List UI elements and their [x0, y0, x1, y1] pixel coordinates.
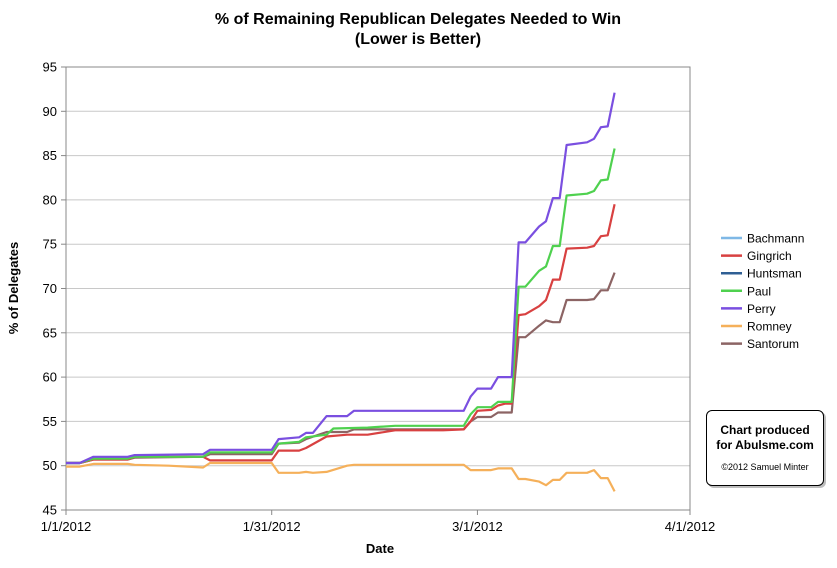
y-tick-label: 95 — [43, 60, 57, 75]
legend-label-santorum: Santorum — [747, 337, 799, 351]
x-axis-ticks: 1/1/2012 1/31/2012 3/1/2012 4/1/2012 — [41, 510, 716, 534]
y-tick-label: 65 — [43, 325, 57, 340]
series-line-paul — [66, 148, 616, 465]
y-tick-label: 80 — [43, 192, 57, 207]
series-lines — [66, 92, 616, 492]
credit-copyright: ©2012 Samuel Minter — [721, 462, 809, 472]
x-tick-label: 3/1/2012 — [452, 519, 503, 534]
chart-subtitle: (Lower is Better) — [355, 31, 481, 48]
series-line-romney — [66, 461, 616, 492]
legend-label-gingrich: Gingrich — [747, 249, 792, 263]
y-tick-label: 85 — [43, 148, 57, 163]
legend-label-perry: Perry — [747, 302, 776, 316]
x-tick-label: 1/1/2012 — [41, 519, 92, 534]
legend-label-romney: Romney — [747, 320, 792, 334]
x-tick-label: 1/31/2012 — [243, 519, 301, 534]
y-axis-ticks: 45 50 55 60 65 70 75 80 85 90 95 — [43, 60, 66, 518]
series-line-gingrich — [66, 204, 616, 465]
y-tick-label: 45 — [43, 503, 57, 518]
grid — [66, 110, 690, 467]
y-axis-title: % of Delegates — [6, 242, 21, 334]
y-tick-label: 60 — [43, 370, 57, 385]
legend-label-paul: Paul — [747, 284, 771, 298]
x-tick-label: 4/1/2012 — [665, 519, 716, 534]
credit-box: Chart produced for Abulsme.com ©2012 Sam… — [706, 410, 824, 486]
y-tick-label: 90 — [43, 104, 57, 119]
y-tick-label: 70 — [43, 281, 57, 296]
x-axis-title: Date — [366, 541, 394, 556]
legend: Bachmann Gingrich Huntsman Paul Perry Romney S… — [721, 232, 804, 351]
y-tick-label: 50 — [43, 458, 57, 473]
chart-title: % of Remaining Republican Delegates Need… — [215, 11, 621, 28]
legend-label-bachmann: Bachmann — [747, 232, 804, 246]
y-tick-label: 55 — [43, 414, 57, 429]
credit-line-2: for Abulsme.com — [716, 438, 814, 452]
y-tick-label: 75 — [43, 237, 57, 252]
series-line-perry — [66, 92, 616, 465]
credit-line-1: Chart produced — [720, 423, 810, 437]
legend-label-huntsman: Huntsman — [747, 267, 802, 281]
